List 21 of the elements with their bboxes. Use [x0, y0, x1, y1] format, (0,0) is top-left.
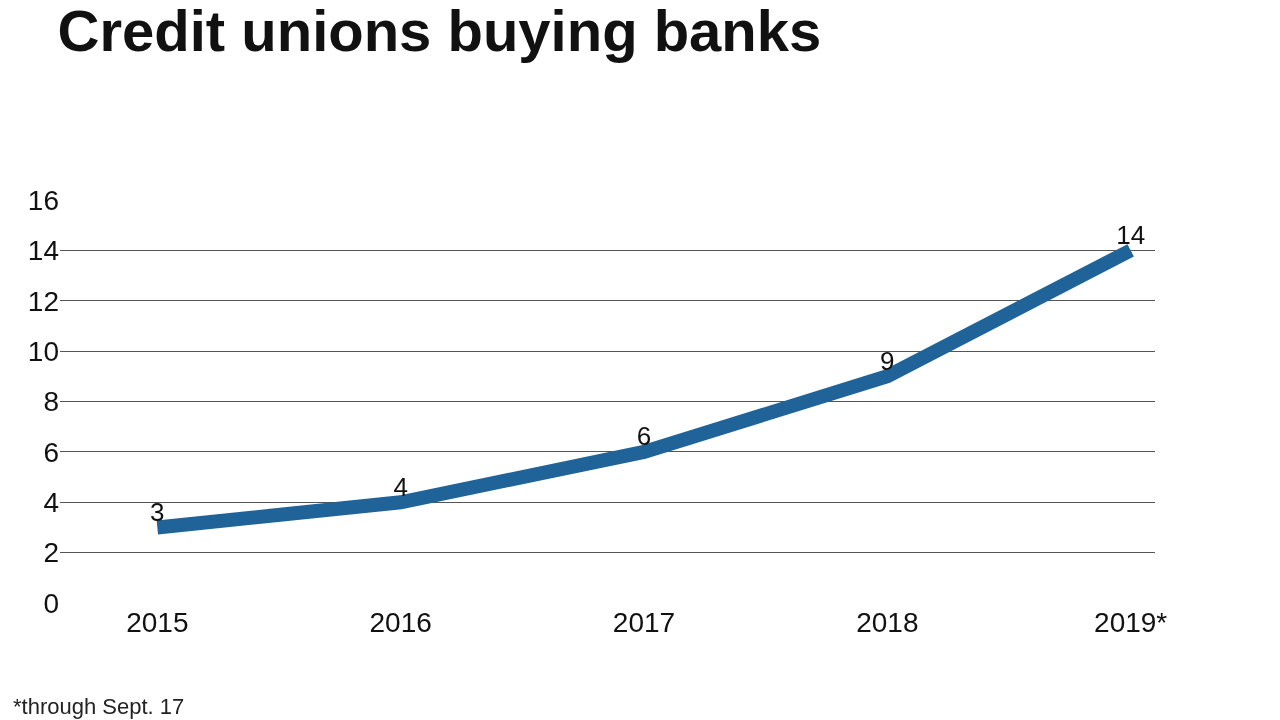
- chart-title: Credit unions buying banks: [57, 0, 822, 64]
- text: *through Sept. 17: [13, 694, 185, 719]
- y-tick-label: 2: [43, 537, 59, 569]
- y-tick-label: 14: [27, 235, 59, 267]
- data-label: 4: [393, 471, 408, 502]
- y-tick-label: 0: [43, 587, 59, 619]
- data-label: 14: [1116, 219, 1146, 250]
- data-label: 6: [636, 421, 652, 452]
- x-tick-label: 2018: [856, 607, 919, 638]
- y-tick-label: 10: [27, 335, 59, 367]
- x-tick-label: 2017: [612, 607, 676, 638]
- y-tick-label: 12: [27, 285, 59, 317]
- y-tick-label: 6: [43, 436, 59, 468]
- data-label: 9: [880, 345, 895, 376]
- x-tick-label: 2019*: [1094, 607, 1168, 638]
- y-tick-label: 8: [43, 386, 59, 418]
- y-tick-label: 16: [27, 184, 59, 216]
- data-label: 3: [150, 496, 165, 527]
- y-tick-label: 4: [43, 487, 59, 519]
- x-tick-label: 2016: [369, 607, 432, 638]
- x-tick-label: 2015: [126, 607, 189, 638]
